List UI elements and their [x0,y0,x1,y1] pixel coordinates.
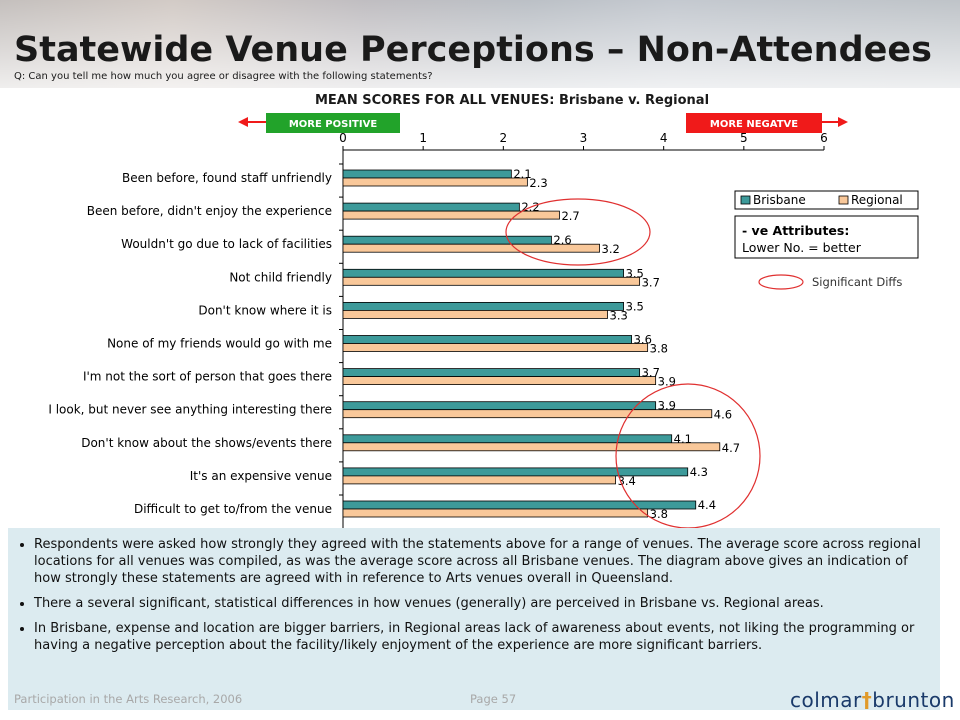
bar-brisbane [342,335,633,344]
category-label: Wouldn't go due to lack of facilities [121,237,332,251]
bar-regional [342,177,528,187]
bar-brisbane [342,301,624,311]
header-banner [0,0,960,88]
legend-swatch-brisbane [740,195,751,205]
data-label-regional: 3.2 [602,242,620,256]
x-tick-label: 3 [580,131,588,145]
bar-regional [342,243,600,253]
category-label: Difficult to get to/from the venue [134,502,332,516]
company-logo: colmar†brunton [790,688,955,712]
significance-circle [505,198,651,266]
data-label-brisbane: 3.5 [626,299,644,313]
bar-regional [342,475,616,485]
bar-brisbane [342,500,697,510]
data-label-regional: 3.7 [642,275,660,289]
data-label-regional: 4.6 [714,408,732,422]
bar-brisbane [342,401,657,411]
left-arrow-icon [238,117,248,127]
attribute-note-line2: Lower No. = better [742,240,862,255]
x-tick-label: 6 [820,131,828,145]
category-label: Don't know about the shows/events there [81,436,332,450]
note-item: Respondents were asked how strongly they… [34,536,928,587]
data-label-regional: 3.9 [658,375,676,389]
note-item: In Brisbane, expense and location are bi… [34,620,928,654]
x-tick-label: 4 [660,131,668,145]
bar-brisbane [342,169,512,179]
data-label-brisbane: 3.6 [634,333,652,347]
significance-key-label: Significant Diffs [812,275,902,289]
category-label: Not child friendly [229,270,332,284]
category-label: None of my friends would go with me [107,337,332,351]
logo-figure: † [861,688,873,712]
category-label: Been before, found staff unfriendly [122,171,332,185]
data-label-regional: 2.7 [561,209,579,223]
x-tick-label: 5 [740,131,748,145]
data-label-regional: 3.8 [650,507,668,521]
logo-text-colmar: colmar [790,688,862,712]
bar-regional [342,343,649,352]
category-label: I look, but never see anything interesti… [48,403,332,417]
footer-source: Participation in the Arts Research, 2006 [14,692,243,706]
data-label-brisbane: 3.5 [626,266,644,280]
category-label: I'm not the sort of person that goes the… [83,370,332,384]
more-positive-label: MORE POSITIVE [289,119,377,130]
category-label: Don't know where it is [198,303,332,317]
data-label-brisbane: 4.3 [690,465,708,479]
bar-regional [342,276,641,286]
bar-regional [342,508,649,518]
bar-brisbane [342,202,520,212]
significance-circle [615,383,761,528]
attribute-note-box [734,215,919,259]
more-negative-label: MORE NEGATVE [710,119,798,130]
x-tick-label: 0 [339,131,347,145]
page-title: Statewide Venue Perceptions – Non-Attend… [14,30,932,70]
bar-brisbane [342,368,641,378]
note-item: There a several significant, statistical… [34,595,928,612]
legend-box [734,190,919,210]
more-negative-box [686,113,822,133]
x-tick-label: 1 [419,131,427,145]
bar-brisbane [342,235,552,245]
survey-question: Q: Can you tell me how much you agree or… [14,71,433,82]
logo-text-brunton: brunton [872,688,955,712]
data-label-brisbane: 3.9 [658,399,676,413]
data-label-brisbane: 3.7 [642,366,660,380]
bar-regional [342,210,560,220]
data-label-regional: 2.3 [529,176,547,190]
x-tick-label: 2 [500,131,508,145]
data-label-regional: 3.8 [650,342,668,356]
bar-brisbane [342,467,689,477]
legend-swatch-regional [838,195,849,205]
bar-brisbane [342,268,624,278]
more-positive-box [266,113,400,133]
category-label: It's an expensive venue [190,469,332,483]
bar-regional [342,376,657,386]
chart-title: MEAN SCORES FOR ALL VENUES: Brisbane v. … [315,93,709,108]
data-label-regional: 4.7 [722,441,740,455]
bar-regional [342,442,721,452]
data-label-brisbane: 2.6 [553,233,571,247]
footer-page-number: Page 57 [470,692,517,706]
legend-label-brisbane: Brisbane [753,193,806,207]
data-label-brisbane: 4.4 [698,498,716,512]
data-label-regional: 3.3 [610,308,628,322]
legend-label-regional: Regional [851,193,903,207]
attribute-note-line1: - ve Attributes: [742,223,849,238]
notes-panel: Respondents were asked how strongly they… [8,528,940,710]
bar-brisbane [342,434,673,444]
bar-regional [342,409,713,419]
mean-scores-chart: MEAN SCORES FOR ALL VENUES: Brisbane v. … [48,93,919,528]
data-label-brisbane: 2.1 [513,167,531,181]
significance-key-circle [758,274,804,290]
data-label-brisbane: 4.1 [674,432,692,446]
category-label: Been before, didn't enjoy the experience [87,204,332,218]
bar-regional [342,309,608,319]
right-arrow-icon [838,117,848,127]
